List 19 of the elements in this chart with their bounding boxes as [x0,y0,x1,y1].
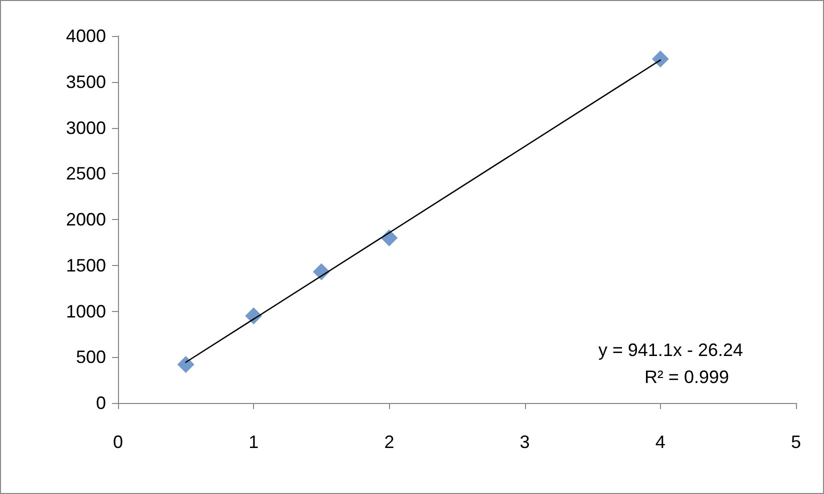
y-tick-label: 0 [96,393,106,413]
y-tick-label: 3000 [66,118,106,138]
annotation: y = 941.1x - 26.24 [598,340,743,360]
x-tick-label: 5 [790,432,802,452]
x-tick-label: 3 [520,432,530,452]
point [652,50,669,68]
y-tick-label: 2500 [66,164,106,184]
x-tick-label: 4 [655,432,666,452]
x-tick-label: 1 [248,432,259,452]
point [177,356,194,373]
x-tick-label: 0 [112,432,124,452]
y-tick-label: 500 [76,347,106,368]
x-tick-label: 2 [384,432,394,452]
y-tick-label: 2000 [66,210,106,230]
y-tick-label: 4000 [66,26,106,46]
y-tick-label: 1000 [66,301,106,322]
y-tick-label: 3500 [66,72,106,92]
annotation: R² = 0.999 [644,367,729,387]
y-tick-label: 1500 [66,255,106,276]
